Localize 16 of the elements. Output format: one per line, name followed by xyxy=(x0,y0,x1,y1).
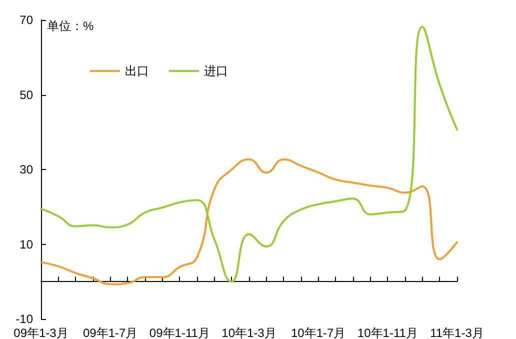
line-series xyxy=(40,158,458,286)
x-tick-label: 09年1-7月 xyxy=(82,326,138,339)
y-tick-label: 10 xyxy=(20,237,34,252)
annotation: 单位：% xyxy=(47,19,94,33)
x-tick-label: 09年1-3月 xyxy=(14,326,68,339)
x-tick-label: 10年1-7月 xyxy=(290,326,346,339)
y-tick-label: 50 xyxy=(20,88,34,102)
y-tick-label: -10 xyxy=(16,312,34,326)
y-tick-label: 30 xyxy=(20,162,34,176)
y-tick-label: 70 xyxy=(20,13,34,27)
x-tick-label: 10年1-11月 xyxy=(357,326,418,339)
legend-label: 进口 xyxy=(204,64,228,78)
x-tick-label: 09年1-11月 xyxy=(149,326,210,339)
x-tick-label: 11年1-3月 xyxy=(430,326,484,339)
x-tick-label: 10年1-3月 xyxy=(222,326,276,339)
legend-label: 出口 xyxy=(125,64,149,78)
